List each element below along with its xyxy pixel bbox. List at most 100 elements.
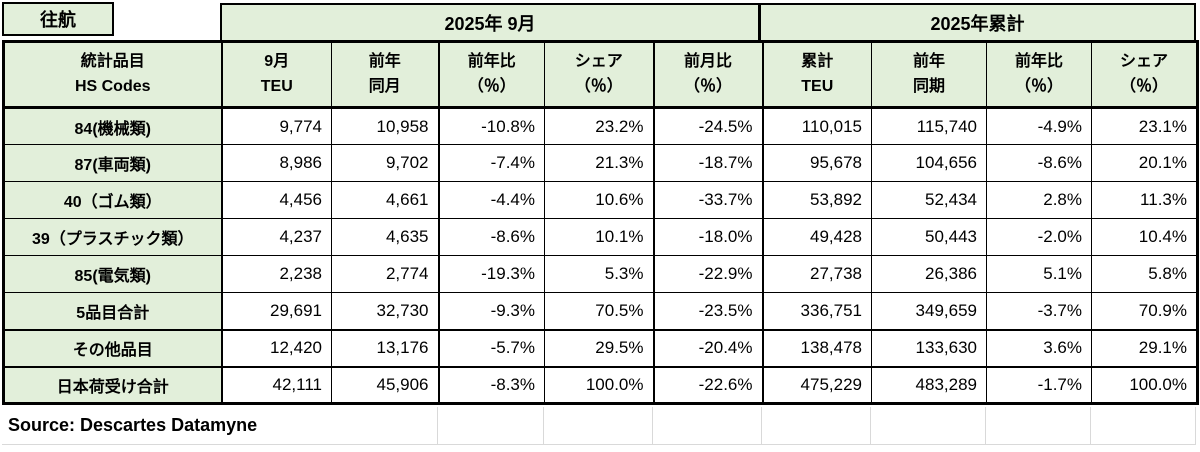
cell: -22.9% <box>653 255 764 293</box>
cell: 10,958 <box>331 107 440 145</box>
cell: 27,738 <box>762 255 872 293</box>
cell: 10.6% <box>544 181 655 219</box>
row-label: 5品目合計 <box>3 292 223 331</box>
cell: 8,986 <box>221 144 332 182</box>
band-cumulative: 2025年累計 <box>761 3 1196 40</box>
row-label: 39（プラスチック類） <box>3 218 223 256</box>
cell: 2.8% <box>986 181 1092 219</box>
cell: 23.1% <box>1091 107 1198 145</box>
gridline <box>1195 407 1196 445</box>
cell: -5.7% <box>438 329 545 368</box>
cell: 5.1% <box>986 255 1092 293</box>
band-september: 2025年 9月 <box>220 3 761 40</box>
table-row-hs39: 39（プラスチック類） 4,237 4,635 -8.6% 10.1% -18.… <box>3 218 1198 256</box>
cell: 5.3% <box>544 255 655 293</box>
cell: 4,661 <box>331 181 440 219</box>
cell: 9,702 <box>331 144 440 182</box>
cell: 52,434 <box>871 181 987 219</box>
cell: 4,237 <box>221 218 332 256</box>
gridline <box>1090 407 1091 445</box>
cell: -4.4% <box>438 181 545 219</box>
gridline <box>437 407 438 445</box>
cell: -3.7% <box>986 292 1092 331</box>
cell: -2.0% <box>986 218 1092 256</box>
cell: -7.4% <box>438 144 545 182</box>
cell: 70.9% <box>1091 292 1198 331</box>
cell: 133,630 <box>871 329 987 368</box>
table-row-japan-total: 日本荷受け合計 42,111 45,906 -8.3% 100.0% -22.6… <box>3 366 1198 404</box>
gridline <box>761 407 762 445</box>
cell: -23.5% <box>653 292 764 331</box>
cell: 26,386 <box>871 255 987 293</box>
cell: 2,774 <box>331 255 440 293</box>
row-label: 85(電気類) <box>3 255 223 293</box>
header-sep-mom: 前月比 （％） <box>653 41 764 109</box>
gridline <box>985 407 986 445</box>
row-label: 87(車両類) <box>3 144 223 182</box>
cell: -10.8% <box>438 107 545 145</box>
gridline <box>652 407 653 445</box>
cell: 9,774 <box>221 107 332 145</box>
cell: 110,015 <box>762 107 872 145</box>
cell: 10.4% <box>1091 218 1198 256</box>
cell: 4,635 <box>331 218 440 256</box>
cell: 138,478 <box>762 329 872 368</box>
cell: 29.1% <box>1091 329 1198 368</box>
cell: 100.0% <box>544 366 655 404</box>
table-row-other-items: その他品目 12,420 13,176 -5.7% 29.5% -20.4% 1… <box>3 329 1198 368</box>
cell: 12,420 <box>221 329 332 368</box>
cell: -19.3% <box>438 255 545 293</box>
cell: 32,730 <box>331 292 440 331</box>
row-label: 40（ゴム類） <box>3 181 223 219</box>
cell: -8.3% <box>438 366 545 404</box>
cell: -8.6% <box>986 144 1092 182</box>
header-cum-prev-period: 前年 同期 <box>871 41 987 109</box>
table-row-hs85: 85(電気類) 2,238 2,774 -19.3% 5.3% -22.9% 2… <box>3 255 1198 293</box>
header-cum-share: シェア （％） <box>1091 41 1198 109</box>
cell: 42,111 <box>221 366 332 404</box>
cell: 11.3% <box>1091 181 1198 219</box>
cell: -4.9% <box>986 107 1092 145</box>
source-note: Source: Descartes Datamyne <box>2 407 1196 445</box>
table-row-top5-total: 5品目合計 29,691 32,730 -9.3% 70.5% -23.5% 3… <box>3 292 1198 331</box>
cell: -8.6% <box>438 218 545 256</box>
cell: -20.4% <box>653 329 764 368</box>
cell: -1.7% <box>986 366 1092 404</box>
cell: 50,443 <box>871 218 987 256</box>
statistics-table: 統計品目 HS Codes 9月 TEU 前年 同月 前年比 （％） シェア （… <box>2 40 1199 405</box>
cell: 336,751 <box>762 292 872 331</box>
cell: 5.8% <box>1091 255 1198 293</box>
cell: 49,428 <box>762 218 872 256</box>
cell: 23.2% <box>544 107 655 145</box>
cell: -9.3% <box>438 292 545 331</box>
cell: 45,906 <box>331 366 440 404</box>
gridline <box>870 407 871 445</box>
cell: 3.6% <box>986 329 1092 368</box>
header-row: 統計品目 HS Codes 9月 TEU 前年 同月 前年比 （％） シェア （… <box>3 41 1198 109</box>
cell: 53,892 <box>762 181 872 219</box>
header-item: 統計品目 HS Codes <box>3 41 223 109</box>
cell: 20.1% <box>1091 144 1198 182</box>
cell: 21.3% <box>544 144 655 182</box>
header-sep-share: シェア （％） <box>544 41 655 109</box>
cell: 104,656 <box>871 144 987 182</box>
header-sep-prev-year-month: 前年 同月 <box>331 41 440 109</box>
cell: 349,659 <box>871 292 987 331</box>
cell: 95,678 <box>762 144 872 182</box>
cell: -18.0% <box>653 218 764 256</box>
cell: -33.7% <box>653 181 764 219</box>
cell: 475,229 <box>762 366 872 404</box>
row-label: 84(機械類) <box>3 107 223 145</box>
gridline <box>543 407 544 445</box>
cell: -22.6% <box>653 366 764 404</box>
cell: 483,289 <box>871 366 987 404</box>
cell: 29.5% <box>544 329 655 368</box>
cell: -24.5% <box>653 107 764 145</box>
cell: 29,691 <box>221 292 332 331</box>
cell: 2,238 <box>221 255 332 293</box>
table-row-hs40: 40（ゴム類） 4,456 4,661 -4.4% 10.6% -33.7% 5… <box>3 181 1198 219</box>
header-sep-teu: 9月 TEU <box>221 41 332 109</box>
cell: 4,456 <box>221 181 332 219</box>
cell: 100.0% <box>1091 366 1198 404</box>
